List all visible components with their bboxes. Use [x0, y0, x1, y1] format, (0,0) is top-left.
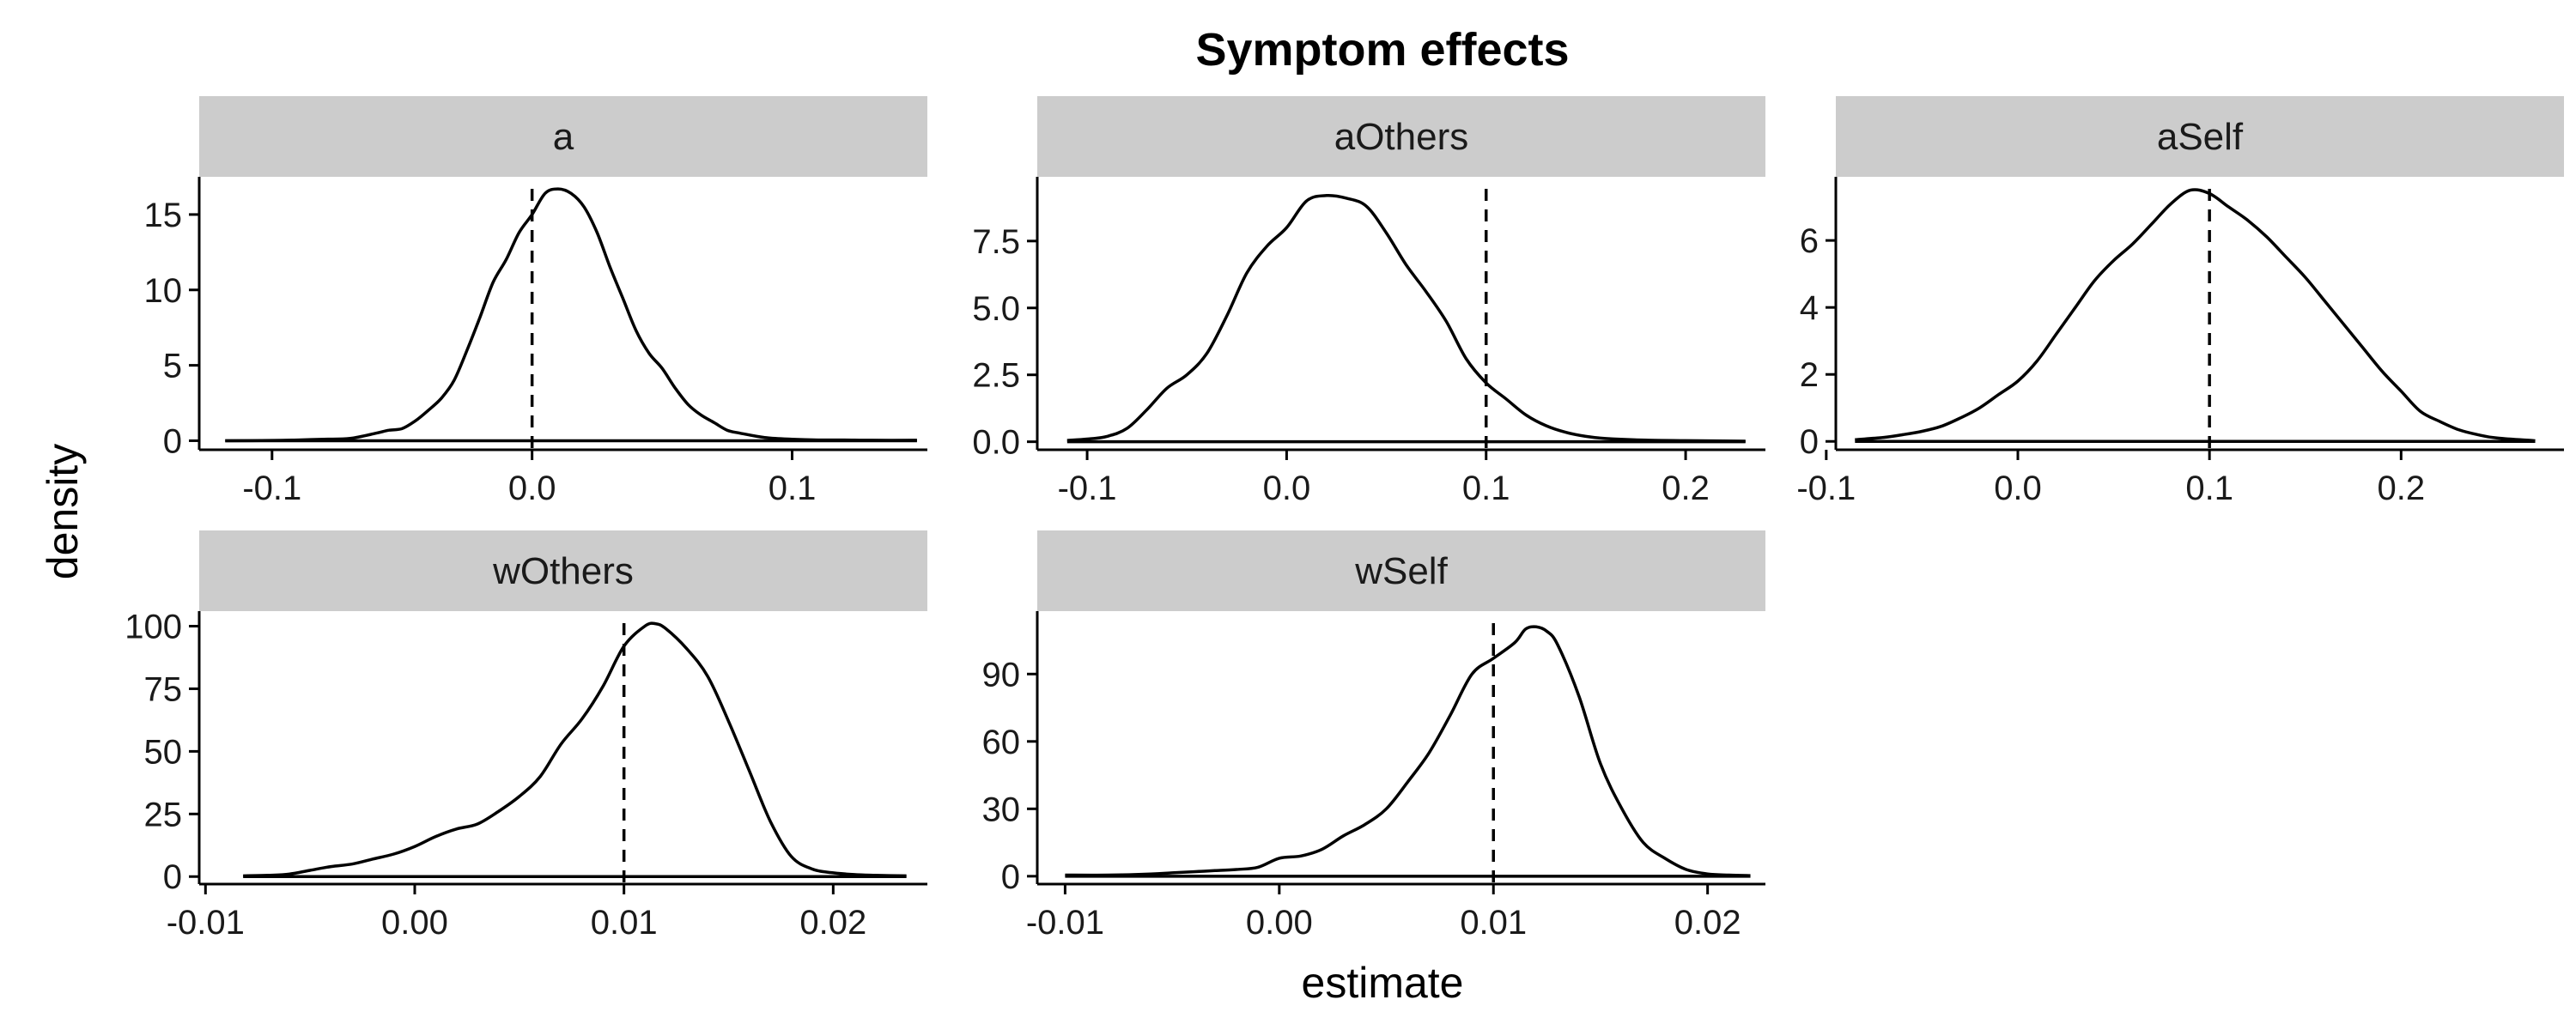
density-curve: [1855, 188, 2536, 443]
x-tick-label: 0.1: [1462, 470, 1510, 507]
y-axis-title: density: [39, 444, 87, 579]
facet-strip: [1836, 96, 2564, 177]
facet-strip: [1037, 530, 1765, 611]
x-tick-label: 0.1: [769, 470, 817, 507]
x-tick-label: -0.1: [1058, 470, 1117, 507]
y-tick-label: 0: [1001, 858, 1020, 896]
x-tick-label: 0.02: [799, 904, 866, 942]
facet-panel: wSelf 0 30 60 90 -0.01 0.00 0.01 0.02: [982, 530, 1765, 942]
density-curve: [225, 187, 917, 443]
x-tick-label: 0.00: [381, 904, 448, 942]
x-tick-label: -0.1: [242, 470, 301, 507]
facet-panel: wOthers 0 25 50 75 100 -0.01 0.00 0.01 0.02: [125, 530, 927, 942]
x-axis-title: estimate: [1302, 959, 1464, 1007]
y-tick-label: 5: [163, 348, 182, 385]
y-tick-label: 60: [982, 724, 1021, 761]
x-tick-label: 0.00: [1246, 904, 1313, 942]
x-tick-label: 0.2: [1662, 470, 1710, 507]
y-tick-label: 2.5: [972, 357, 1020, 395]
x-tick-label: 0.01: [591, 904, 658, 942]
facet-strip-label: aSelf: [2157, 116, 2244, 158]
facet-panel: aOthers 0.0 2.5 5.0 7.5 -0.1 0.0 0.1 0.2: [972, 96, 1765, 507]
y-tick-label: 25: [144, 796, 183, 833]
x-tick-label: 0.02: [1674, 904, 1741, 942]
x-tick-label: 0.2: [2378, 470, 2426, 507]
y-tick-label: 0: [163, 422, 182, 460]
y-tick-label: 90: [982, 656, 1021, 694]
density-curve: [1066, 193, 1746, 443]
density-curve: [243, 621, 907, 878]
y-tick-label: 4: [1800, 289, 1819, 327]
x-tick-label: 0.0: [1994, 470, 2042, 507]
y-tick-label: 50: [144, 733, 183, 771]
facet-strip-label: aOthers: [1334, 116, 1469, 158]
x-tick-label: -0.01: [1026, 904, 1104, 942]
y-tick-label: 10: [144, 272, 183, 310]
x-tick-label: -0.01: [167, 904, 245, 942]
y-tick-label: 5.0: [972, 290, 1020, 328]
y-tick-label: 0.0: [972, 424, 1020, 462]
facet-panels: a 0 5 10 15 -0.1 0.0 0.1 aOthers 0.0 2.5 5.0 7.5 -0.1…: [125, 96, 2564, 942]
facet-strip-label: wOthers: [492, 550, 634, 592]
facet-strip: [199, 96, 927, 177]
y-tick-label: 0: [163, 858, 182, 896]
chart-title: Symptom effects: [1195, 24, 1569, 76]
facet-strip: [1037, 96, 1765, 177]
y-tick-label: 100: [125, 609, 182, 646]
facet-panel: a 0 5 10 15 -0.1 0.0 0.1: [144, 96, 927, 507]
y-tick-label: 30: [982, 791, 1021, 828]
facet-strip-label: a: [553, 116, 574, 158]
facet-panel: aSelf 0 2 4 6 -0.1 0.0 0.1 0.2: [1796, 96, 2564, 507]
y-tick-label: 0: [1800, 423, 1819, 461]
y-tick-label: 15: [144, 197, 183, 234]
y-tick-label: 75: [144, 670, 183, 708]
y-tick-label: 7.5: [972, 223, 1020, 261]
facet-strip: [199, 530, 927, 611]
facet-strip-label: wSelf: [1354, 550, 1448, 592]
x-tick-label: 0.0: [508, 470, 556, 507]
x-tick-label: 0.0: [1263, 470, 1311, 507]
x-tick-label: 0.01: [1460, 904, 1527, 942]
x-tick-label: -0.1: [1796, 470, 1856, 507]
density-curve: [1065, 625, 1751, 877]
y-tick-label: 2: [1800, 356, 1819, 394]
x-tick-label: 0.1: [2185, 470, 2233, 507]
y-tick-label: 6: [1800, 222, 1819, 260]
